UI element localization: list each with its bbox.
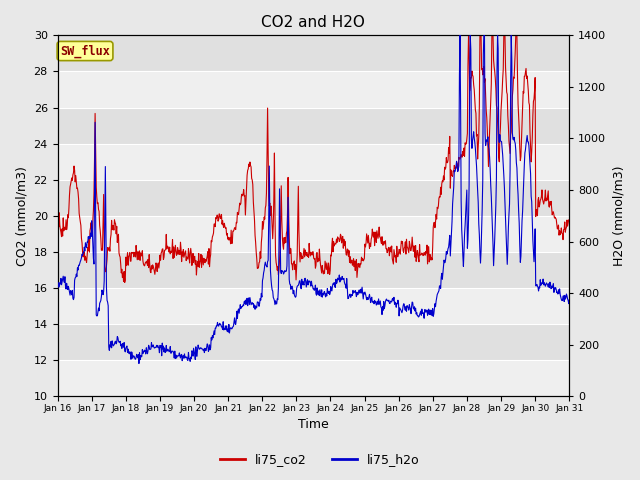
li75_co2	[465, 33, 472, 38]
Line: li75_h2o: li75_h2o	[58, 36, 570, 363]
li75_co2	[273, 263, 280, 269]
li75_h2o	[456, 33, 464, 38]
li75_co2	[440, 173, 447, 179]
li75_h2o	[54, 286, 61, 292]
li75_h2o	[419, 311, 426, 316]
Legend: li75_co2, li75_h2o: li75_co2, li75_h2o	[215, 448, 425, 471]
Bar	[58, 72, 570, 108]
li75_co2	[121, 279, 129, 285]
Y-axis label: CO2 (mmol/m3): CO2 (mmol/m3)	[15, 166, 28, 266]
Line: li75_co2: li75_co2	[58, 36, 570, 282]
Text: SW_flux: SW_flux	[60, 44, 110, 58]
li75_co2	[566, 217, 573, 223]
li75_h2o	[440, 264, 447, 269]
li75_co2	[188, 251, 195, 256]
Bar	[58, 216, 570, 252]
li75_h2o	[135, 360, 143, 366]
Bar	[58, 288, 570, 324]
li75_h2o	[273, 301, 280, 307]
Y-axis label: H2O (mmol/m3): H2O (mmol/m3)	[612, 166, 625, 266]
Title: CO2 and H2O: CO2 and H2O	[262, 15, 365, 30]
li75_co2	[497, 125, 504, 131]
Bar	[58, 144, 570, 180]
X-axis label: Time: Time	[298, 419, 329, 432]
li75_co2	[419, 251, 426, 257]
Bar	[58, 360, 570, 396]
li75_co2	[54, 220, 61, 226]
li75_h2o	[109, 343, 117, 349]
li75_h2o	[566, 297, 573, 303]
li75_co2	[109, 223, 117, 228]
li75_h2o	[188, 356, 195, 361]
li75_h2o	[497, 138, 504, 144]
